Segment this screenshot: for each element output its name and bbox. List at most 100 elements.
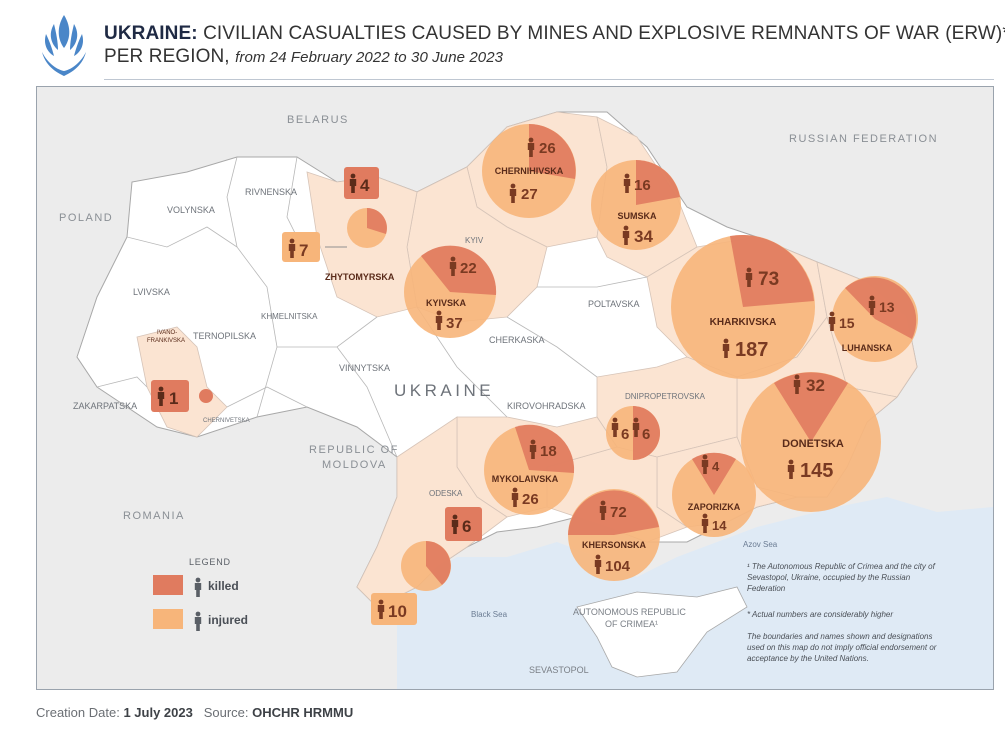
- legend-killed-label: killed: [208, 579, 239, 593]
- donetska-name: DONETSKA: [782, 438, 844, 450]
- ivano-killed: 1: [169, 389, 178, 408]
- label-poland: POLAND: [59, 212, 113, 224]
- map-frame: BELARUS RUSSIAN FEDERATION POLAND REPUBL…: [36, 86, 994, 690]
- ivano-name-1: IVANO-: [157, 330, 177, 336]
- legend: LEGEND killed injured: [153, 557, 248, 631]
- label-crimea-1: AUTONOMOUS REPUBLIC: [573, 607, 686, 617]
- bubble-odeska: 6 10: [371, 507, 482, 625]
- dnipro-killed: 6: [642, 426, 650, 443]
- zaporizka-name: ZAPORIZKA: [688, 502, 741, 512]
- zhytomyrska-killed-slice: [367, 208, 387, 234]
- bubble-sumska: 16 SUMSKA 34: [591, 160, 681, 250]
- mykolaivska-killed: 18: [540, 443, 557, 460]
- label-zakarpatska: ZAKARPATSKA: [73, 401, 137, 411]
- zhytomyrska-name: ZHYTOMYRSKA: [325, 272, 395, 282]
- footer-source-value: OHCHR HRMMU: [252, 705, 354, 720]
- bubble-chernihivska: 26 CHERNIHIVSKA 27: [482, 124, 576, 218]
- bubble-donetska: 32 DONETSKA 145: [741, 372, 881, 512]
- ivano-name-2: FRANKIVSKA: [147, 338, 185, 344]
- kyivska-killed: 22: [460, 260, 477, 277]
- note-1-line-1: ¹ The Autonomous Republic of Crimea and …: [747, 562, 936, 571]
- note-1-line-3: Federation: [747, 584, 786, 593]
- sumska-injured: 34: [634, 227, 653, 246]
- label-ukraine: UKRAINE: [394, 381, 494, 400]
- bubble-kyivska: 22 KYIVSKA 37: [404, 245, 497, 338]
- dnipro-killed-slice: [633, 406, 660, 460]
- label-rivnenska: RIVNENSKA: [245, 187, 297, 197]
- note-1-line-2: Sevastopol, Ukraine, occupied by the Rus…: [747, 573, 911, 582]
- label-ternopilska: TERNOPILSKA: [193, 331, 256, 341]
- label-cherkaska: CHERKASKA: [489, 335, 545, 345]
- label-belarus: BELARUS: [287, 114, 349, 126]
- label-odeska: ODESKA: [429, 489, 463, 498]
- note-3-line-2: used on this map do not imply official e…: [747, 643, 937, 652]
- luhanska-killed-slice: [845, 277, 917, 339]
- ivano-killed-dot: [199, 389, 213, 403]
- label-chernivetska: CHERNIVETSKA: [203, 418, 250, 424]
- un-human-rights-logo: [42, 15, 86, 76]
- footer-date-label: Creation Date:: [36, 705, 120, 720]
- bubble-luhanska: 13 15 LUHANSKA: [828, 276, 918, 362]
- label-russia: RUSSIAN FEDERATION: [789, 133, 938, 145]
- bubble-ivano-frankivska: IVANO- FRANKIVSKA 1: [147, 330, 213, 412]
- legend-title: LEGEND: [189, 557, 231, 567]
- donetska-killed-slice: [774, 372, 848, 442]
- footer-source-label: Source:: [203, 705, 249, 720]
- label-kyiv: KYIV: [465, 236, 484, 245]
- donetska-injured: 145: [800, 460, 833, 482]
- kharkivska-killed-slice: [730, 234, 814, 307]
- label-moldova-2: MOLDOVA: [322, 459, 387, 471]
- khersonska-killed-slice: [568, 490, 659, 535]
- kharkivska-killed: 73: [758, 269, 779, 290]
- legend-injured-label: injured: [208, 613, 248, 627]
- mykolaivska-name: MYKOLAIVSKA: [492, 474, 559, 484]
- note-2: * Actual numbers are considerably higher: [747, 610, 893, 619]
- label-volynska: VOLYNSKA: [167, 205, 215, 215]
- chernihivska-name: CHERNIHIVSKA: [495, 166, 564, 176]
- map-subtitle: PER REGION, from 24 February 2022 to 30 …: [104, 45, 994, 69]
- label-crimea-2: OF CRIMEA¹: [605, 619, 658, 629]
- zaporizka-killed: 4: [712, 459, 720, 474]
- odeska-injured: 10: [388, 602, 407, 621]
- chernihivska-killed-slice: [529, 124, 576, 179]
- legend-killed-swatch: [153, 575, 183, 595]
- kharkivska-injured: 187: [735, 339, 768, 361]
- crimea: [576, 586, 748, 678]
- bubble-dnipropetrovska: 6 6: [606, 406, 660, 460]
- title-main: CIVILIAN CASUALTIES CAUSED BY MINES AND …: [203, 23, 1005, 44]
- footer: Creation Date: 1 July 2023 Source: OHCHR…: [36, 705, 353, 720]
- kyivska-injured: 37: [446, 315, 463, 332]
- bubble-khersonska: 72 KHERSONSKA 104: [568, 489, 660, 581]
- bubble-mykolaivska: 18 MYKOLAIVSKA 26: [484, 424, 575, 515]
- label-black-sea: Black Sea: [471, 610, 508, 619]
- map-title: UKRAINE: CIVILIAN CASUALTIES CAUSED BY M…: [104, 22, 1005, 45]
- mykolaivska-injured: 26: [522, 491, 539, 508]
- mykolaivska-killed-slice: [515, 424, 575, 473]
- title-line2: PER REGION,: [104, 46, 230, 67]
- ukraine-map: BELARUS RUSSIAN FEDERATION POLAND REPUBL…: [59, 111, 993, 689]
- label-vinnytska: VINNYTSKA: [339, 363, 390, 373]
- title-divider: [104, 79, 994, 80]
- khersonska-killed: 72: [610, 504, 627, 521]
- label-lvivska: LVIVSKA: [133, 287, 170, 297]
- donetska-killed: 32: [806, 376, 825, 395]
- khersonska-injured: 104: [605, 558, 631, 575]
- note-3-line-1: The boundaries and names shown and desig…: [747, 632, 932, 641]
- title-period: from 24 February 2022 to 30 June 2023: [235, 49, 504, 66]
- black-sea: [397, 497, 993, 689]
- bubble-zhytomyrska: 7 4 ZHYTOMYRSKA: [282, 167, 395, 282]
- sumska-killed-slice: [636, 160, 680, 205]
- label-moldova-1: REPUBLIC OF: [309, 444, 399, 456]
- label-kirovohradska: KIROVOHRADSKA: [507, 401, 586, 411]
- zhytomyrska-injured: 7: [299, 241, 308, 260]
- sumska-killed: 16: [634, 177, 651, 194]
- label-poltavska: POLTAVSKA: [588, 299, 640, 309]
- zaporizka-injured: 14: [712, 518, 727, 533]
- zhytomyrska-killed: 4: [360, 176, 370, 195]
- title-country: UKRAINE:: [104, 23, 198, 44]
- odeska-killed-slice: [426, 541, 451, 585]
- khersonska-name: KHERSONSKA: [582, 540, 647, 550]
- chernihivska-injured: 27: [521, 186, 538, 203]
- bubble-kharkivska: 73 KHARKIVSKA 187: [671, 234, 815, 379]
- kyivska-name: KYIVSKA: [426, 298, 467, 308]
